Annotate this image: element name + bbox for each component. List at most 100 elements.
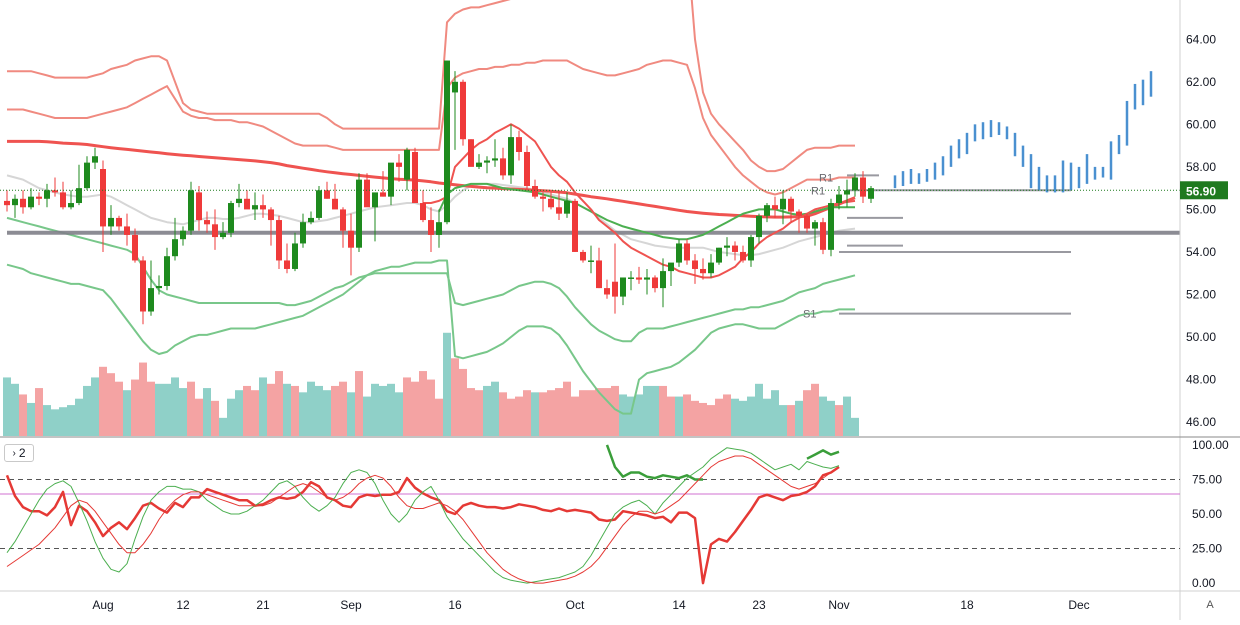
candle-body — [756, 215, 762, 238]
candle-body — [396, 162, 402, 167]
volume-bar — [443, 332, 451, 436]
price-axis-tick-label: 56.00 — [1186, 202, 1216, 216]
volume-bar — [347, 392, 355, 436]
volume-bar — [715, 398, 723, 436]
candle-body — [460, 81, 466, 140]
time-axis-tick-label: Oct — [566, 598, 585, 612]
price-axis-tick-label: 64.00 — [1186, 32, 1216, 46]
candle-body — [868, 188, 874, 199]
candle-body — [780, 198, 786, 210]
volume-bar — [171, 377, 179, 436]
volume-bar — [307, 381, 315, 436]
candle-body — [772, 205, 778, 210]
candle-body — [836, 194, 842, 204]
volume-bar — [547, 390, 555, 436]
candle-body — [108, 217, 114, 227]
volume-bar — [315, 385, 323, 436]
volume-bar — [707, 405, 715, 436]
candle-body — [676, 243, 682, 263]
volume-bar — [611, 385, 619, 436]
candle-body — [60, 192, 66, 208]
candle-body — [652, 277, 658, 289]
indicator-pane-toggle-button[interactable]: › 2 — [4, 444, 34, 462]
candle-body — [388, 162, 394, 197]
price-axis-tick-label: 62.00 — [1186, 75, 1216, 89]
candle-body — [404, 149, 410, 180]
auto-scale-button[interactable]: A — [1206, 599, 1214, 611]
volume-bar — [667, 396, 675, 436]
volume-bar — [755, 383, 763, 436]
volume-bar — [243, 385, 251, 436]
upper-band-inner-line — [7, 59, 855, 196]
candle-body — [28, 196, 34, 208]
volume-bar — [459, 368, 467, 436]
candle-body — [740, 251, 746, 261]
candle-body — [860, 177, 866, 197]
volume-bar — [587, 390, 595, 436]
candle-body — [348, 230, 354, 248]
volume-bar — [435, 398, 443, 436]
candle-body — [724, 245, 730, 248]
volume-bar — [51, 409, 59, 436]
fast-green-moving-average-line — [438, 182, 855, 241]
candle-body — [556, 207, 562, 214]
volume-bar — [195, 398, 203, 436]
candle-body — [180, 230, 186, 240]
candle-body — [316, 190, 322, 218]
candle-body — [260, 205, 266, 210]
oscillator-thin-green-line — [6, 447, 840, 584]
candle-body — [500, 158, 506, 176]
volume-bar — [579, 390, 587, 436]
candle-body — [732, 245, 738, 252]
candle-body — [236, 198, 242, 204]
volume-bar — [787, 405, 795, 436]
volume-bar — [539, 392, 547, 436]
candle-body — [268, 209, 274, 221]
candle-body — [620, 277, 626, 297]
volume-bar — [595, 388, 603, 436]
volume-bar — [515, 396, 523, 436]
volume-bar — [763, 398, 771, 436]
volume-bar — [483, 385, 491, 436]
candle-body — [188, 190, 194, 231]
pivot-label: S1 — [803, 309, 816, 321]
candle-body — [692, 260, 698, 269]
volume-bar — [699, 402, 707, 436]
price-axis-tick-label: 48.00 — [1186, 373, 1216, 387]
oscillator-axis-tick-label: 75.00 — [1192, 472, 1222, 486]
volume-bar — [451, 358, 459, 436]
volume-bar — [35, 388, 43, 436]
volume-bar — [27, 402, 35, 436]
volume-bar — [219, 417, 227, 436]
volume-bar — [371, 383, 379, 436]
candle-body — [356, 179, 362, 248]
lower-band-inner-line — [6, 216, 856, 343]
candle-body — [596, 260, 602, 289]
volume-bar — [739, 400, 747, 436]
candle-body — [292, 243, 298, 269]
volume-bar — [291, 385, 299, 436]
volume-bar — [731, 398, 739, 436]
candle-body — [420, 203, 426, 221]
pivot-label: R1 — [811, 185, 825, 197]
volume-bar — [403, 377, 411, 436]
candle-body — [820, 222, 826, 250]
time-axis-tick-label: Nov — [828, 598, 849, 612]
volume-bar — [67, 405, 75, 436]
candle-body — [228, 203, 234, 233]
volume-bar — [779, 405, 787, 436]
volume-bar — [819, 396, 827, 436]
volume-bar — [139, 362, 147, 436]
time-axis-tick-label: 12 — [176, 598, 190, 612]
volume-bar — [3, 377, 11, 436]
pivot-label: R1 — [819, 173, 833, 185]
candle-body — [308, 217, 314, 223]
candle-body — [524, 151, 530, 187]
time-axis-tick-label: 16 — [448, 598, 462, 612]
volume-bar — [555, 388, 563, 436]
volume-bar — [251, 390, 259, 436]
volume-bar — [99, 366, 107, 436]
candle-body — [804, 215, 810, 229]
volume-bar — [259, 377, 267, 436]
volume-bar — [835, 405, 843, 436]
